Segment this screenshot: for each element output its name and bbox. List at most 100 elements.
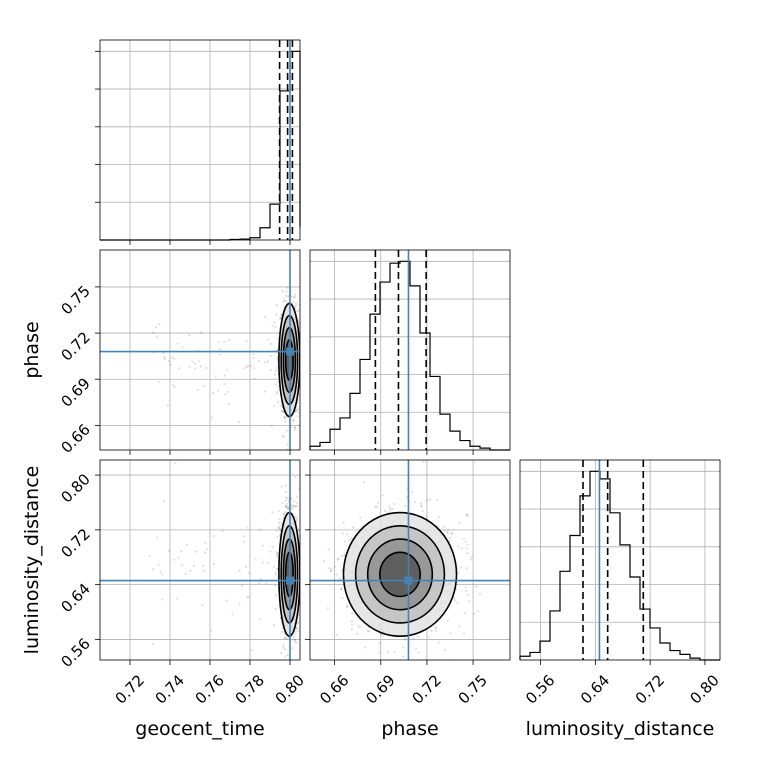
panel-phase-vs-geocent_time-sample-115 bbox=[245, 365, 248, 369]
panel-luminosity_distance-vs-phase-sample-1154 bbox=[378, 651, 381, 654]
panel-luminosity_distance-vs-geocent_time-sample-808 bbox=[212, 562, 215, 566]
panel-phase-vs-geocent_time-sample-1280 bbox=[227, 402, 230, 405]
panel-luminosity_distance-vs-geocent_time-sample-408 bbox=[306, 571, 308, 573]
panel-phase-vs-geocent_time-sample-177 bbox=[302, 366, 304, 368]
panel-luminosity_distance-vs-geocent_time-sample-1265 bbox=[240, 584, 244, 587]
panel-phase-vs-geocent_time-sample-413 bbox=[223, 374, 226, 377]
panel-phase-vs-geocent_time-sample-241 bbox=[166, 404, 169, 407]
panel-phase-vs-geocent_time-sample-664 bbox=[295, 304, 298, 307]
panel-phase-vs-geocent_time-sample-559 bbox=[285, 294, 288, 297]
panel-phase-vs-geocent_time-sample-761 bbox=[282, 415, 285, 419]
panel-luminosity_distance-vs-phase-sample-258 bbox=[448, 539, 452, 543]
panel-luminosity_distance-vs-geocent_time-sample-1278 bbox=[274, 584, 277, 588]
panel-phase-vs-geocent_time-sample-1086 bbox=[171, 383, 175, 386]
panel-luminosity_distance-vs-phase-truth-point bbox=[404, 576, 413, 585]
panel-luminosity_distance-vs-geocent_time-xtick-label-1: 0.74 bbox=[152, 671, 188, 707]
panel-luminosity_distance-vs-phase-sample-1258 bbox=[358, 626, 361, 629]
panel-phase-vs-geocent_time-sample-541 bbox=[271, 324, 274, 327]
panel-luminosity_distance-vs-geocent_time-sample-1374 bbox=[238, 569, 241, 572]
panel-luminosity_distance-vs-geocent_time-sample-1319 bbox=[176, 597, 179, 600]
panel-luminosity_distance-vs-phase-sample-69 bbox=[336, 558, 340, 561]
panel-luminosity_distance-vs-geocent_time-sample-829 bbox=[284, 505, 288, 508]
panel-phase-vs-geocent_time-sample-1024 bbox=[155, 335, 158, 338]
panel-luminosity_distance-vs-geocent_time-sample-1119 bbox=[276, 567, 279, 570]
panel-phase-vs-geocent_time-sample-320 bbox=[285, 290, 288, 293]
panel-luminosity_distance-vs-geocent_time-ytick-label-0: 0.56 bbox=[57, 635, 93, 671]
panel-phase-vs-geocent_time-sample-246 bbox=[302, 348, 304, 350]
panel-luminosity_distance-vs-geocent_time-sample-19 bbox=[297, 621, 300, 624]
panel-phase-vs-geocent_time-sample-62 bbox=[273, 373, 277, 376]
panel-luminosity_distance-vs-geocent_time-sample-664 bbox=[278, 524, 282, 527]
panel-phase-vs-geocent_time-sample-1359 bbox=[302, 395, 304, 397]
panel-phase-vs-geocent_time-sample-279 bbox=[197, 360, 200, 363]
panel-luminosity_distance-vs-phase-sample-590 bbox=[466, 515, 469, 518]
panel-luminosity_distance-vs-geocent_time-sample-432 bbox=[161, 598, 164, 601]
panel-luminosity_distance-vs-phase-sample-1186 bbox=[326, 607, 330, 610]
panel-phase-vs-geocent_time-sample-806 bbox=[263, 315, 267, 319]
hist-frame-phase bbox=[309, 249, 511, 451]
panel-luminosity_distance-vs-geocent_time-sample-224 bbox=[181, 563, 184, 567]
panel-luminosity_distance-vs-phase-sample-200 bbox=[434, 629, 438, 632]
panel-luminosity_distance-vs-geocent_time-sample-1118 bbox=[279, 529, 282, 532]
panel-luminosity_distance-vs-geocent_time-sample-29 bbox=[271, 511, 274, 514]
panel-luminosity_distance-vs-phase-sample-1033 bbox=[327, 567, 330, 570]
panel-luminosity_distance-vs-geocent_time: 0.72 0.74 0.76 0.78 0.800.560.640.720.80 bbox=[57, 459, 308, 708]
panel-luminosity_distance-vs-phase-sample-1035 bbox=[465, 589, 468, 593]
panel-phase-vs-geocent_time-sample-330 bbox=[273, 321, 276, 324]
panel-phase-vs-geocent_time-sample-351 bbox=[277, 385, 280, 388]
panel-luminosity_distance-vs-geocent_time-sample-377 bbox=[243, 535, 246, 538]
panel-phase-vs-geocent_time-sample-331 bbox=[275, 383, 278, 386]
panel-luminosity_distance-vs-geocent_time-sample-1184 bbox=[162, 499, 165, 502]
panel-phase-vs-geocent_time-sample-810 bbox=[163, 357, 167, 360]
panel-luminosity_distance-vs-geocent_time-sample-1251 bbox=[148, 555, 151, 558]
panel-luminosity_distance-vs-geocent_time-sample-674 bbox=[177, 556, 180, 559]
panel-phase-vs-geocent_time-sample-202 bbox=[169, 363, 172, 367]
panel-luminosity_distance-vs-geocent_time-sample-167 bbox=[280, 522, 283, 525]
panel-luminosity_distance-vs-geocent_time-sample-226 bbox=[296, 495, 299, 499]
panel-luminosity_distance-vs-geocent_time-sample-464 bbox=[159, 570, 162, 574]
panel-luminosity_distance-vs-phase-sample-722 bbox=[466, 512, 469, 516]
panel-phase-vs-geocent_time-sample-99 bbox=[238, 421, 241, 424]
panel-luminosity_distance-vs-phase-sample-1254 bbox=[322, 560, 326, 563]
panel-luminosity_distance-vs-geocent_time-sample-163 bbox=[284, 655, 287, 658]
panel-phase-vs-geocent_time-sample-385 bbox=[194, 362, 197, 365]
hist-step-luminosity_distance bbox=[519, 470, 720, 661]
panel-phase-vs-geocent_time-sample-274 bbox=[269, 368, 272, 372]
panel-luminosity_distance-vs-phase-sample-1153 bbox=[464, 540, 467, 543]
panel-luminosity_distance-vs-phase-sample-282 bbox=[403, 636, 406, 639]
panel-luminosity_distance-vs-phase-sample-1072 bbox=[420, 505, 423, 508]
panel-luminosity_distance-vs-phase-sample-1170 bbox=[401, 655, 405, 658]
panel-luminosity_distance-vs-phase-sample-48 bbox=[350, 620, 353, 623]
panel-luminosity_distance-vs-geocent_time-sample-692 bbox=[301, 591, 303, 593]
panel-luminosity_distance-vs-geocent_time-sample-540 bbox=[272, 565, 276, 568]
panel-luminosity_distance-vs-phase-xtick-label-2: 0.72 bbox=[409, 671, 445, 707]
panel-luminosity_distance-vs-geocent_time-sample-952 bbox=[285, 637, 288, 640]
panel-luminosity_distance-vs-geocent_time-sample-1276 bbox=[282, 513, 286, 516]
panel-phase-vs-geocent_time-ytick-label-3: 0.75 bbox=[57, 282, 93, 318]
panel-luminosity_distance-vs-phase-sample-354 bbox=[419, 502, 422, 505]
panel-luminosity_distance-vs-geocent_time-sample-582 bbox=[272, 624, 276, 627]
panel-phase-vs-geocent_time-sample-1233 bbox=[276, 366, 279, 370]
panel-luminosity_distance-vs-phase-sample-1034 bbox=[449, 632, 452, 635]
panel-luminosity_distance-vs-phase-sample-824 bbox=[466, 552, 469, 555]
panel-phase-vs-geocent_time-sample-388 bbox=[269, 342, 272, 346]
panel-luminosity_distance-vs-phase-sample-1387 bbox=[369, 673, 371, 675]
panel-phase-vs-geocent_time-sample-812 bbox=[285, 429, 288, 432]
panel-luminosity_distance-vs-phase-sample-496 bbox=[458, 625, 461, 628]
panel-luminosity_distance-vs-phase-sample-737 bbox=[345, 605, 349, 608]
panel-phase-vs-geocent_time-ytick-label-0: 0.66 bbox=[57, 420, 93, 456]
panel-luminosity_distance-vs-phase-sample-1201 bbox=[446, 619, 449, 622]
panel-phase-vs-geocent_time-sample-973 bbox=[282, 411, 285, 414]
panel-luminosity_distance-vs-geocent_time-sample-894 bbox=[180, 550, 183, 553]
panel-phase-vs-geocent_time-sample-139 bbox=[211, 391, 215, 394]
panel-luminosity_distance-vs-geocent_time-sample-1056 bbox=[287, 506, 290, 509]
panel-luminosity_distance-vs-geocent_time-sample-242 bbox=[298, 487, 300, 490]
panel-luminosity_distance-vs-geocent_time-sample-649 bbox=[292, 500, 295, 503]
panel-luminosity_distance-vs-phase-sample-159 bbox=[412, 637, 415, 640]
panel-luminosity_distance-vs-phase-contour-3 bbox=[379, 551, 421, 598]
panel-phase-vs-geocent_time-sample-348 bbox=[294, 410, 298, 413]
panel-luminosity_distance-vs-phase-contour-2 bbox=[366, 538, 434, 611]
hist-step-phase bbox=[309, 260, 510, 451]
panel-phase-vs-geocent_time-sample-1385 bbox=[284, 420, 287, 423]
panel-luminosity_distance-vs-geocent_time-sample-345 bbox=[254, 558, 257, 561]
